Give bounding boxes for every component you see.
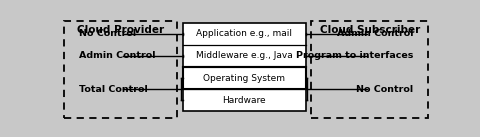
Text: Hardware: Hardware (222, 96, 266, 105)
Text: No Control: No Control (356, 85, 413, 94)
Text: Total Control: Total Control (79, 85, 147, 94)
Text: Admin Control: Admin Control (337, 29, 413, 38)
Text: No Control: No Control (79, 29, 136, 38)
Text: Application e.g., mail: Application e.g., mail (196, 29, 292, 38)
Bar (311, 21, 428, 118)
Bar (64, 21, 177, 118)
Text: Program to interfaces: Program to interfaces (296, 52, 413, 61)
Text: Operating System: Operating System (203, 74, 285, 83)
Bar (183, 23, 305, 111)
Text: Cloud Provider: Cloud Provider (77, 25, 164, 35)
Text: Admin Control: Admin Control (79, 52, 155, 61)
Bar (183, 67, 305, 89)
Text: Middleware e.g., Java: Middleware e.g., Java (196, 52, 292, 61)
Text: Cloud Subscriber: Cloud Subscriber (320, 25, 420, 35)
